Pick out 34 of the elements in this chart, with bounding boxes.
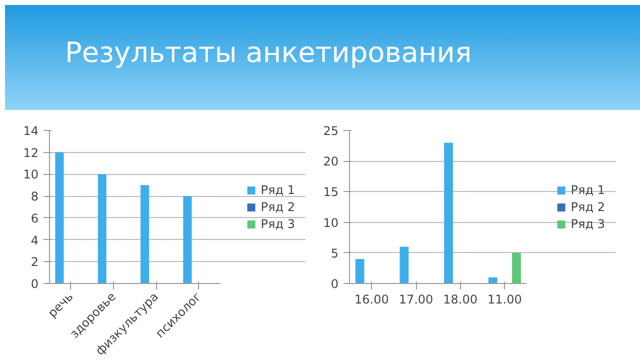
legend-label: Ряд 1 <box>260 182 295 196</box>
x-tick-label: 11.00 <box>487 292 522 306</box>
bar <box>488 277 498 284</box>
bar <box>140 185 150 284</box>
chart-title: Результаты анкетирования <box>64 35 472 71</box>
y-tick-label: 12 <box>23 146 39 160</box>
y-tick-label: 20 <box>323 154 339 169</box>
y-tick-label: 0 <box>30 277 39 291</box>
y-tick-label: 0 <box>330 277 339 291</box>
x-tick-label: 16.00 <box>354 292 389 306</box>
y-tick-label: 15 <box>323 185 339 200</box>
y-tick-label: 5 <box>330 246 339 260</box>
bar <box>400 246 409 284</box>
bar <box>183 196 192 284</box>
bar <box>444 142 453 284</box>
legend-label: Ряд 3 <box>260 216 295 230</box>
bar <box>98 174 106 284</box>
legend-label: Ряд 2 <box>260 200 295 214</box>
bar <box>355 259 364 284</box>
legend-label: Ряд 2 <box>570 200 605 214</box>
y-tick-label: 10 <box>323 216 339 230</box>
legend-label: Ряд 1 <box>570 182 605 196</box>
bar <box>55 152 64 284</box>
x-tick-label: 17.00 <box>398 292 434 306</box>
y-tick-label: 25 <box>323 124 339 138</box>
legend-label: Ряд 3 <box>570 216 605 230</box>
y-tick-label: 2 <box>30 255 39 270</box>
y-tick-label: 10 <box>23 168 39 182</box>
y-tick-label: 4 <box>30 233 39 248</box>
bar <box>512 252 521 284</box>
y-tick-label: 6 <box>30 211 39 226</box>
y-tick-label: 14 <box>23 124 39 138</box>
y-tick-label: 8 <box>30 190 39 204</box>
x-tick-label: 18.00 <box>443 292 478 306</box>
